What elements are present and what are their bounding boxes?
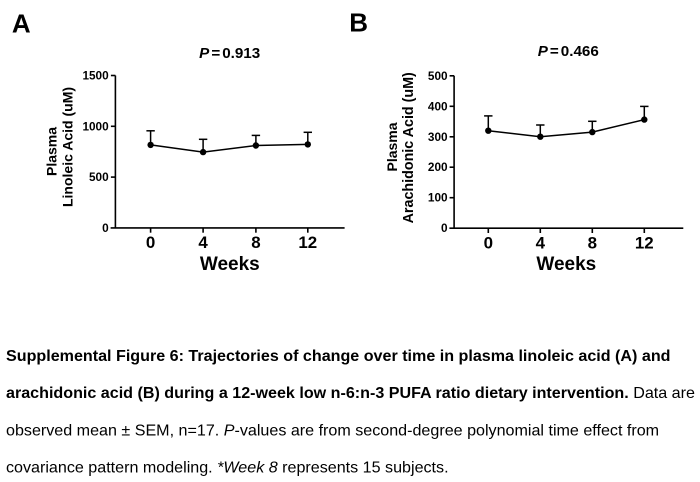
svg-text:1500: 1500	[82, 69, 109, 83]
svg-text:B: B	[349, 8, 368, 38]
svg-text:4: 4	[198, 233, 208, 252]
svg-text:A: A	[12, 8, 31, 38]
svg-text:Plasma: Plasma	[44, 127, 60, 176]
svg-text:4: 4	[536, 233, 546, 252]
svg-text:observed mean ± SEM, n=17. P-v: observed mean ± SEM, n=17. P-values are …	[6, 422, 659, 440]
svg-text:Linoleic Acid (uM): Linoleic Acid (uM)	[60, 87, 76, 207]
svg-text:0: 0	[146, 233, 155, 252]
svg-text:Arachidonic Acid (uM): Arachidonic Acid (uM)	[401, 72, 417, 223]
svg-text:12: 12	[635, 233, 654, 252]
svg-text:200: 200	[428, 160, 448, 174]
svg-text:0: 0	[484, 233, 493, 252]
svg-text:0: 0	[441, 221, 448, 235]
svg-text:P=0.913: P = 0.913	[199, 45, 260, 62]
svg-text:0: 0	[102, 221, 109, 235]
svg-text:P=0.466: P = 0.466	[538, 43, 599, 60]
svg-text:Plasma: Plasma	[384, 122, 400, 171]
svg-text:500: 500	[89, 170, 109, 184]
svg-text:Weeks: Weeks	[200, 254, 260, 275]
svg-text:300: 300	[428, 130, 448, 144]
svg-text:100: 100	[428, 191, 448, 205]
svg-text:12: 12	[298, 233, 317, 252]
svg-text:Supplemental Figure 6: Traject: Supplemental Figure 6: Trajectories of c…	[6, 347, 670, 365]
svg-text:400: 400	[428, 99, 448, 113]
svg-text:1000: 1000	[82, 119, 109, 133]
svg-text:arachidonic acid (B) during a: arachidonic acid (B) during a 12-week lo…	[6, 384, 695, 402]
svg-text:Weeks: Weeks	[536, 254, 596, 275]
svg-text:8: 8	[251, 233, 260, 252]
svg-text:8: 8	[588, 233, 597, 252]
svg-text:covariance pattern modeling. *: covariance pattern modeling. *Week 8 rep…	[6, 459, 449, 477]
svg-text:500: 500	[428, 69, 448, 83]
